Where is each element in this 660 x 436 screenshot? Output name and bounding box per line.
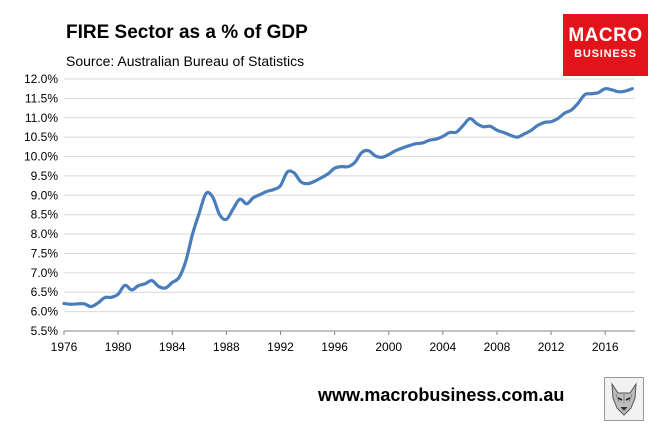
y-tick-label: 11.5%: [25, 91, 58, 105]
line-chart: 5.5% 6.0% 6.5% 7.0% 7.5% 8.0% 8.5% 9.0% 9.5% 10.0…: [24, 72, 635, 354]
x-tick-label: 1996: [321, 340, 348, 354]
y-tick-label: 9.5%: [31, 169, 59, 183]
x-tick-label: 2012: [538, 340, 565, 354]
chart-subtitle: Source: Australian Bureau of Statistics: [66, 53, 305, 69]
y-tick-label: 10.5%: [24, 130, 58, 144]
y-tick-label: 10.0%: [24, 150, 58, 164]
y-tick-label: 8.0%: [31, 227, 59, 241]
website-url[interactable]: www.macrobusiness.com.au: [318, 385, 565, 405]
y-tick-label: 7.0%: [31, 266, 59, 280]
chart-title: FIRE Sector as a % of GDP: [66, 22, 308, 43]
logo-line-1: MACRO: [568, 25, 643, 46]
x-tick-labels: 1976 1980 1984 1988 1992 1996 2000 2004 2008 2012…: [51, 340, 619, 354]
y-tick-labels: 5.5% 6.0% 6.5% 7.0% 7.5% 8.0% 8.5% 9.0% 9.5% 10.0…: [24, 72, 58, 338]
y-tick-label: 8.5%: [31, 208, 59, 222]
x-tick-label: 2004: [430, 340, 457, 354]
x-tick-label: 1992: [267, 340, 294, 354]
y-tick-label: 6.0%: [31, 305, 59, 319]
series-line-fire-sector: [62, 86, 634, 309]
x-tick-label: 1980: [105, 340, 132, 354]
logo-line-2: BUSINESS: [574, 48, 637, 60]
x-tick-label: 2000: [375, 340, 402, 354]
y-tick-label: 9.0%: [31, 188, 59, 202]
y-tick-label: 5.5%: [31, 324, 59, 338]
x-tick-label: 2016: [592, 340, 619, 354]
x-tick-label: 1984: [159, 340, 186, 354]
y-tick-label: 11.0%: [25, 111, 58, 125]
wolf-icon: [604, 377, 644, 421]
x-tick-label: 2008: [484, 340, 511, 354]
x-tick-label: 1988: [213, 340, 240, 354]
macrobusiness-logo[interactable]: MACRO BUSINESS: [563, 14, 648, 76]
y-tick-label: 6.5%: [31, 285, 59, 299]
x-tick-label: 1976: [51, 340, 78, 354]
y-gridlines: [64, 78, 635, 313]
y-tick-label: 12.0%: [24, 72, 58, 86]
y-tick-label: 7.5%: [31, 246, 59, 260]
x-tick-marks: [63, 331, 606, 335]
